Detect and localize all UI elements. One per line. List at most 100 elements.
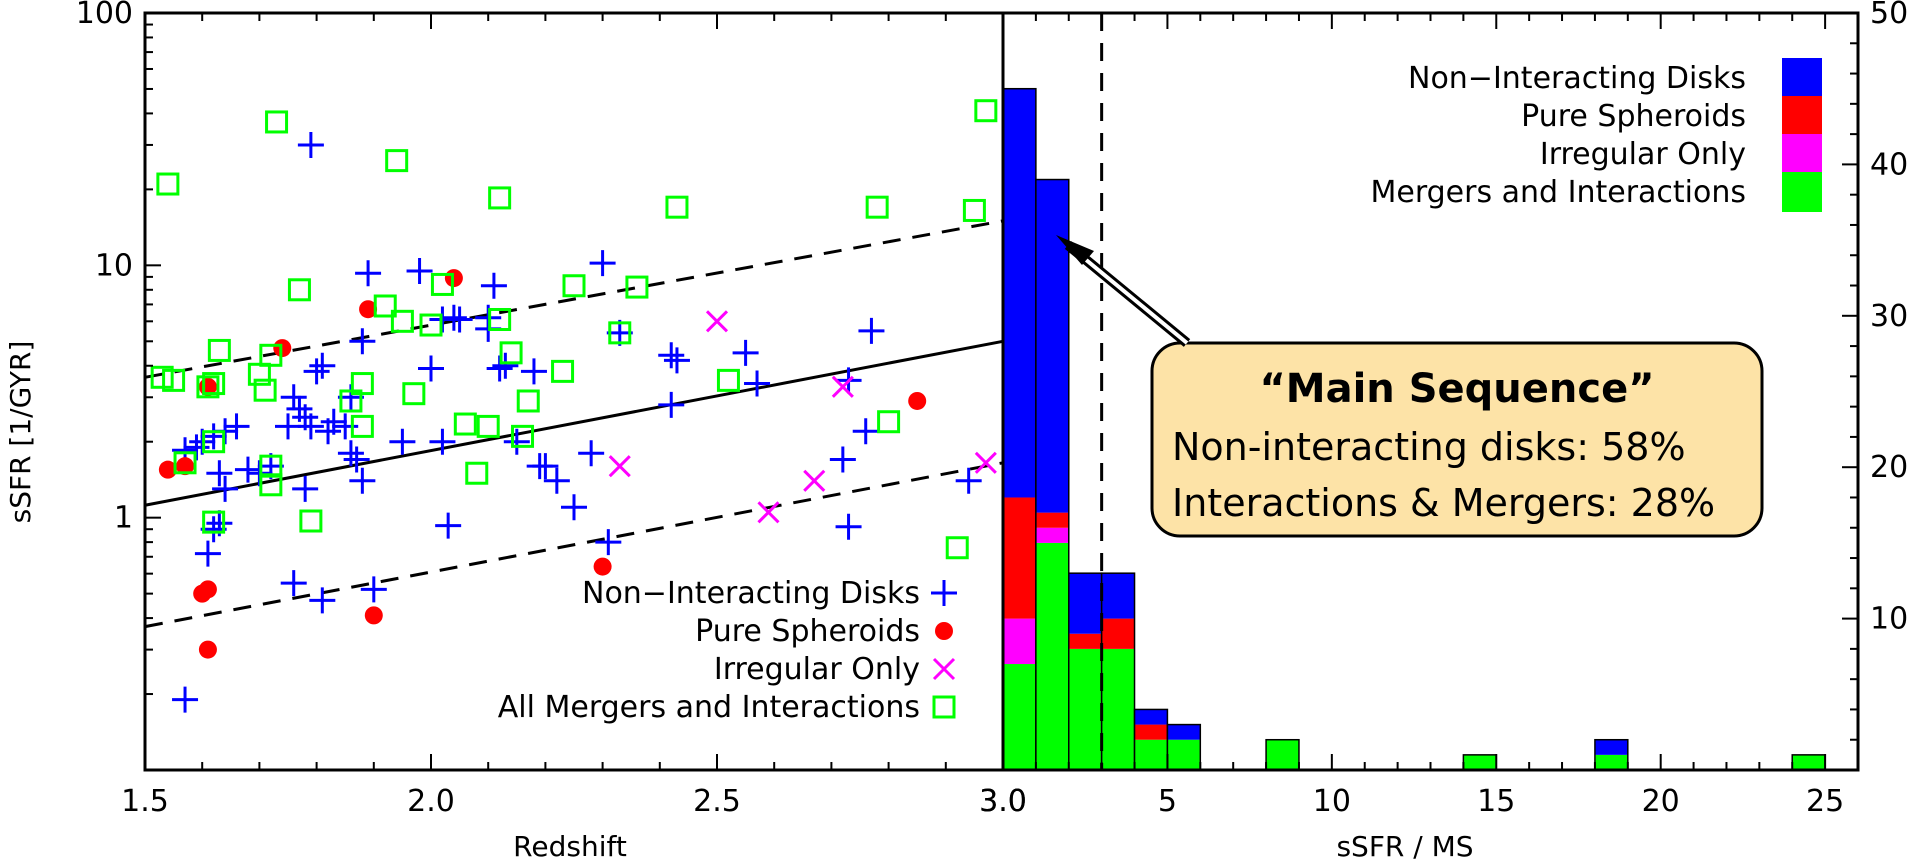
data-point-plus — [492, 352, 519, 379]
scatter-y-tick-label: 10 — [95, 248, 133, 283]
scatter-y-tick-label: 100 — [76, 0, 133, 31]
data-point-plus — [292, 475, 319, 502]
data-point-plus — [858, 317, 885, 344]
hist-y-tick-label: 50 — [1870, 0, 1908, 31]
data-point-plus — [343, 446, 370, 473]
histogram-xlabel: sSFR / MS — [1336, 830, 1473, 862]
data-point-square — [299, 509, 323, 533]
hist-y-tick-label: 40 — [1870, 147, 1908, 182]
hist-bar-segment — [1101, 648, 1135, 770]
data-point-square — [551, 359, 575, 383]
hist-bar-segment — [1167, 724, 1201, 740]
hist-axes: 3.0 5 10 15 20 25 10 20 30 40 50 — [979, 0, 1908, 819]
data-point-square — [716, 368, 740, 392]
data-point-plus — [744, 370, 771, 397]
data-point-square — [196, 375, 220, 399]
data-point-plus — [663, 347, 690, 374]
main-sequence-fit-line — [144, 339, 1004, 507]
scatter-panel: 1.5 2.0 2.5 3.0 1 10 100 Non−Interacting Disks… — [4, 0, 1027, 862]
data-point-square — [608, 321, 632, 345]
data-point-square — [865, 195, 889, 219]
hist-y-tick-label: 30 — [1870, 299, 1908, 334]
data-point-square — [373, 294, 397, 318]
data-point-square — [945, 536, 969, 560]
hist-x-tick-label: 20 — [1642, 784, 1680, 819]
data-point-square — [156, 172, 180, 196]
data-point-circle — [198, 640, 217, 659]
hist-bar-segment — [1003, 88, 1036, 498]
data-point-plus — [418, 355, 444, 382]
data-point-square — [385, 149, 409, 173]
data-point-square — [962, 198, 986, 222]
data-point-plus — [349, 467, 376, 494]
hist-legend-label: Irregular Only — [1540, 137, 1746, 172]
data-point-plus — [280, 570, 307, 597]
hist-x-tick-label: 15 — [1477, 784, 1515, 819]
hist-legend-swatch — [1782, 96, 1822, 136]
hist-bar-segment — [1035, 527, 1069, 543]
data-point-circle — [359, 300, 378, 319]
callout-title: “Main Sequence” — [1260, 366, 1655, 412]
data-point-square — [488, 186, 512, 210]
data-point-circle — [593, 557, 612, 576]
data-point-plus — [435, 512, 462, 539]
data-point-plus — [332, 413, 359, 440]
data-point-square — [453, 412, 477, 436]
data-point-plus — [578, 440, 605, 467]
data-point-square — [665, 195, 689, 219]
hist-legend-label: Mergers and Interactions — [1370, 175, 1746, 210]
scatter-legend-label: Pure Spheroids — [695, 614, 920, 649]
data-point-square — [476, 414, 500, 438]
data-point-plus — [589, 250, 616, 277]
data-point-square — [877, 410, 901, 434]
hist-bar-segment — [1035, 179, 1069, 513]
data-point-plus — [320, 408, 347, 435]
data-point-plus — [732, 339, 759, 366]
data-point-plus — [543, 467, 570, 494]
data-point-square — [465, 461, 489, 485]
data-point-circle — [364, 606, 383, 625]
dashed-envelope-line — [144, 461, 1004, 629]
data-point-square — [430, 272, 454, 296]
data-point-plus — [297, 131, 324, 158]
scatter-legend-marker — [932, 657, 956, 681]
main-sequence-callout: “Main Sequence” Non-interacting disks: 5… — [1056, 235, 1764, 538]
scatter-legend-marker — [931, 580, 957, 606]
data-point-square — [202, 372, 226, 396]
data-point-plus — [297, 413, 324, 440]
callout-arrow — [1056, 235, 1191, 347]
data-point-plus — [360, 576, 387, 603]
data-point-square — [287, 278, 311, 302]
data-point-circle — [158, 460, 177, 479]
data-point-square — [625, 275, 649, 299]
data-point-square — [259, 473, 283, 497]
scatter-ylabel: sSFR [1/GYR] — [4, 341, 37, 524]
dashed-envelope-line — [144, 219, 1004, 379]
hist-bar-segment — [1003, 664, 1036, 770]
hist-bar-segment — [1134, 739, 1168, 770]
data-point-plus — [349, 328, 376, 355]
data-point-plus — [337, 440, 364, 467]
hist-bar-segment — [1266, 739, 1299, 770]
scatter-xlabel: Redshift — [513, 830, 627, 862]
hist-bar-segment — [1792, 754, 1826, 770]
hist-legend-swatch — [1782, 172, 1822, 212]
hist-legend-swatch — [1782, 58, 1822, 98]
data-point-circle — [176, 457, 195, 476]
scatter-x-tick-label: 2.0 — [407, 784, 455, 819]
data-point-square — [974, 99, 998, 123]
data-point-plus — [212, 475, 239, 502]
hist-legend-swatch — [1782, 134, 1822, 174]
data-point-plus — [355, 260, 382, 287]
data-point-square — [350, 372, 374, 396]
data-point-square — [202, 510, 226, 534]
scatter-x-tick-label: 2.5 — [693, 784, 741, 819]
hist-bar-segment — [1594, 739, 1628, 755]
data-point-x — [803, 469, 826, 492]
hist-x-tick-label: 5 — [1158, 784, 1177, 819]
hist-bar-segment — [1101, 573, 1135, 619]
data-point-plus — [658, 342, 685, 369]
hist-bar-segment — [1003, 497, 1036, 619]
